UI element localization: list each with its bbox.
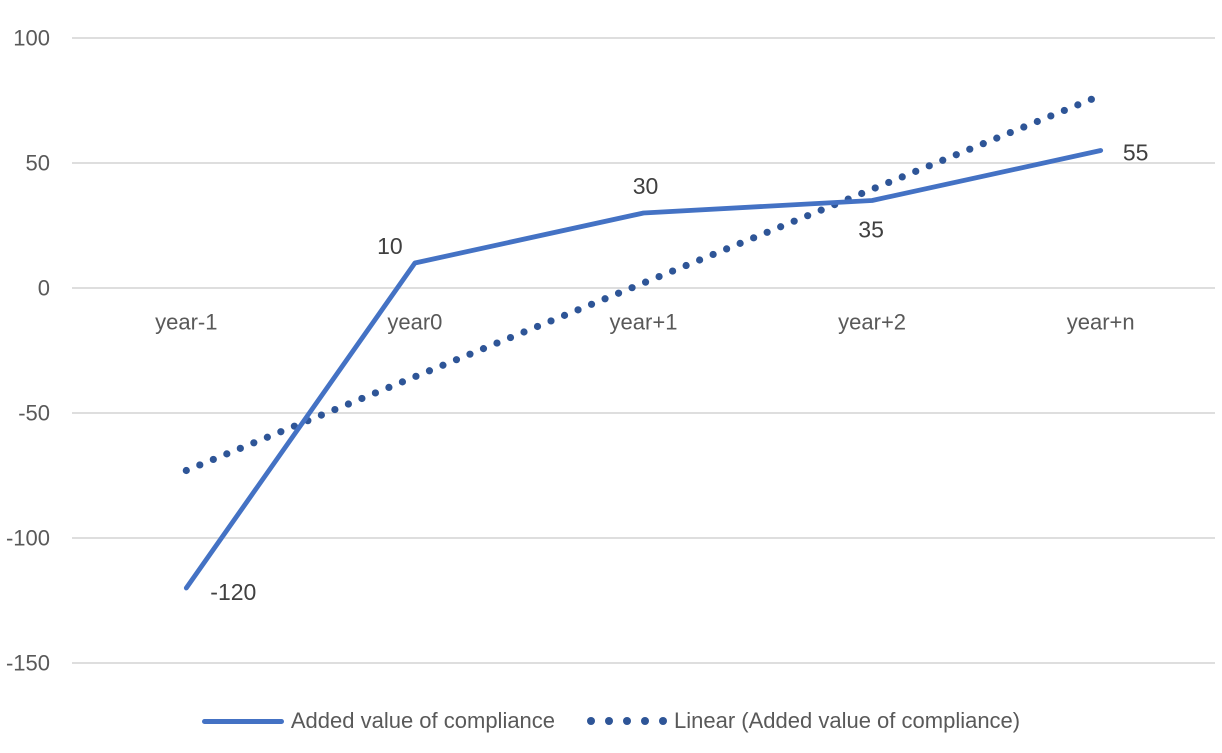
chart-legend: Added value of compliance Linear (Added … bbox=[0, 708, 1222, 734]
trendline bbox=[182, 91, 1105, 475]
y-tick-label: -150 bbox=[6, 651, 50, 676]
y-tick-label: 100 bbox=[13, 26, 50, 51]
y-tick-label: -50 bbox=[18, 401, 50, 426]
y-tick-label: -100 bbox=[6, 526, 50, 551]
data-point-labels: -120 10 30 35 55 bbox=[210, 140, 1148, 606]
dotted-line-swatch-icon bbox=[587, 717, 668, 725]
data-point-label: 35 bbox=[858, 217, 884, 243]
legend-item-trendline: Linear (Added value of compliance) bbox=[587, 708, 1020, 734]
x-category-label: year-1 bbox=[155, 310, 217, 335]
y-axis-tick-labels: 100 50 0 -50 -100 -150 bbox=[6, 26, 50, 676]
gridlines bbox=[72, 37, 1215, 664]
y-tick-label: 50 bbox=[26, 151, 50, 176]
data-point-label: 30 bbox=[633, 173, 659, 199]
trendline-dotted bbox=[182, 91, 1105, 475]
solid-line-swatch-icon bbox=[201, 718, 284, 724]
legend-label-trendline: Linear (Added value of compliance) bbox=[674, 708, 1021, 733]
data-point-label: -120 bbox=[210, 579, 256, 605]
series-polyline bbox=[183, 148, 1104, 591]
data-point-label: 55 bbox=[1123, 140, 1149, 166]
x-category-label: year0 bbox=[387, 310, 442, 335]
x-axis-category-labels: year-1 year0 year+1 year+2 year+n bbox=[155, 310, 1135, 335]
x-category-label: year+2 bbox=[838, 310, 906, 335]
x-category-label: year+n bbox=[1067, 310, 1135, 335]
legend-label-series: Added value of compliance bbox=[290, 708, 556, 733]
legend-item-series: Added value of compliance bbox=[201, 708, 556, 734]
y-tick-label: 0 bbox=[38, 276, 50, 301]
x-category-label: year+1 bbox=[610, 310, 678, 335]
series-line bbox=[183, 148, 1104, 591]
data-point-label: 10 bbox=[377, 233, 403, 259]
